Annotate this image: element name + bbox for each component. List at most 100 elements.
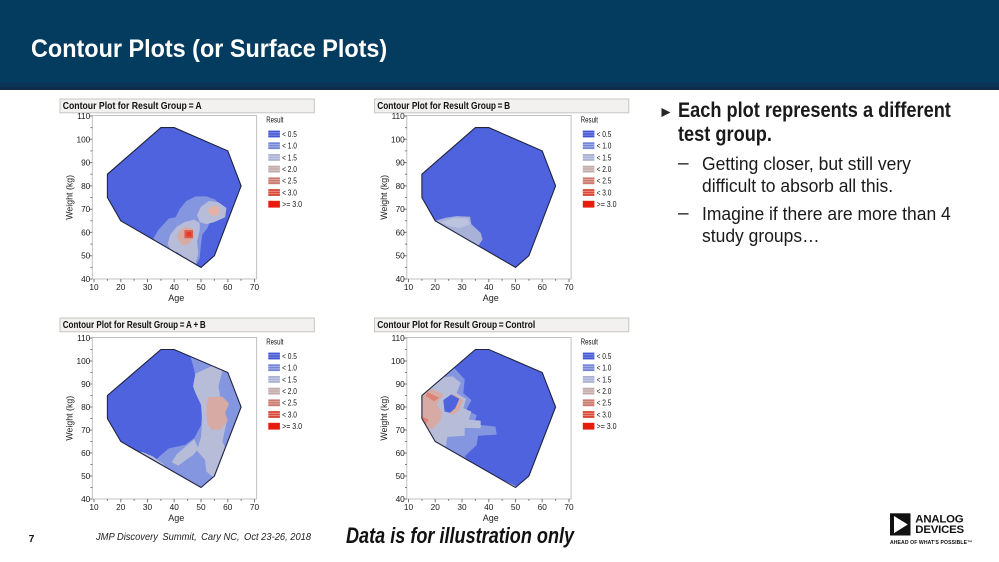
svg-text:Weight (kg): Weight (kg) (64, 396, 74, 441)
svg-text:Age: Age (168, 293, 184, 303)
svg-text:< 1.5: < 1.5 (282, 375, 297, 384)
svg-text:60: 60 (538, 282, 548, 292)
svg-text:>= 3.0: >= 3.0 (282, 422, 303, 431)
svg-text:Weight (kg): Weight (kg) (379, 396, 389, 441)
svg-text:80: 80 (396, 181, 406, 191)
svg-text:AHEAD OF WHAT'S POSSIBLE™: AHEAD OF WHAT'S POSSIBLE™ (890, 540, 972, 546)
svg-text:90: 90 (396, 158, 406, 168)
svg-text:>= 3.0: >= 3.0 (597, 200, 618, 209)
svg-text:< 1.0: < 1.0 (597, 364, 612, 373)
svg-text:80: 80 (396, 402, 406, 412)
svg-text:10: 10 (404, 282, 414, 292)
svg-text:60: 60 (396, 227, 406, 237)
svg-text:50: 50 (511, 502, 521, 512)
svg-text:Contour Plot for Result Group: Contour Plot for Result Group = A (63, 101, 202, 112)
svg-text:100: 100 (76, 356, 90, 366)
svg-text:Contour Plot for Result Group: Contour Plot for Result Group = Control (377, 320, 535, 331)
svg-text:60: 60 (538, 502, 548, 512)
svg-text:20: 20 (116, 282, 126, 292)
svg-text:50: 50 (396, 251, 406, 261)
svg-text:110: 110 (392, 111, 406, 121)
svg-text:40: 40 (396, 274, 406, 284)
svg-text:< 2.5: < 2.5 (282, 177, 297, 186)
svg-text:70: 70 (250, 282, 260, 292)
svg-text:< 2.0: < 2.0 (282, 387, 297, 396)
svg-text:< 0.5: < 0.5 (597, 352, 612, 361)
svg-text:70: 70 (250, 502, 260, 512)
svg-text:Age: Age (483, 513, 499, 523)
svg-text:< 1.5: < 1.5 (597, 153, 612, 162)
svg-text:< 3.0: < 3.0 (282, 410, 297, 419)
svg-text:>= 3.0: >= 3.0 (282, 200, 303, 209)
svg-text:10: 10 (89, 502, 99, 512)
svg-text:< 2.5: < 2.5 (597, 399, 612, 408)
svg-text:< 0.5: < 0.5 (597, 130, 612, 139)
svg-text:110: 110 (392, 333, 406, 343)
svg-text:< 2.5: < 2.5 (282, 399, 297, 408)
svg-text:40: 40 (81, 274, 91, 284)
svg-text:< 2.0: < 2.0 (597, 165, 612, 174)
svg-text:Result: Result (581, 116, 599, 125)
svg-text:Result: Result (266, 338, 284, 347)
svg-text:20: 20 (431, 282, 441, 292)
svg-text:>= 3.0: >= 3.0 (597, 422, 618, 431)
svg-text:30: 30 (143, 282, 153, 292)
svg-text:70: 70 (396, 425, 406, 435)
svg-text:< 2.0: < 2.0 (597, 387, 612, 396)
svg-text:110: 110 (77, 333, 91, 343)
svg-text:20: 20 (116, 502, 126, 512)
svg-text:< 3.0: < 3.0 (282, 188, 297, 197)
svg-text:< 3.0: < 3.0 (597, 410, 612, 419)
svg-text:40: 40 (170, 502, 180, 512)
svg-text:Result: Result (581, 338, 599, 347)
svg-text:< 0.5: < 0.5 (282, 130, 297, 139)
svg-text:40: 40 (396, 494, 406, 504)
svg-text:Result: Result (266, 116, 284, 125)
svg-text:Weight (kg): Weight (kg) (64, 175, 74, 220)
svg-text:40: 40 (484, 282, 494, 292)
svg-text:DEVICES: DEVICES (915, 524, 964, 536)
svg-text:70: 70 (81, 425, 91, 435)
svg-text:70: 70 (396, 204, 406, 214)
svg-text:60: 60 (81, 448, 91, 458)
svg-text:30: 30 (457, 502, 467, 512)
svg-text:90: 90 (81, 379, 91, 389)
svg-text:30: 30 (457, 282, 467, 292)
svg-text:Weight (kg): Weight (kg) (379, 175, 389, 220)
svg-text:50: 50 (81, 251, 91, 261)
svg-text:100: 100 (76, 134, 90, 144)
svg-text:80: 80 (81, 181, 91, 191)
svg-text:40: 40 (484, 502, 494, 512)
svg-text:10: 10 (89, 282, 99, 292)
svg-text:< 1.0: < 1.0 (597, 142, 612, 151)
svg-text:< 2.5: < 2.5 (597, 177, 612, 186)
svg-text:Age: Age (168, 513, 184, 523)
svg-text:90: 90 (396, 379, 406, 389)
svg-text:70: 70 (81, 204, 91, 214)
svg-text:Age: Age (483, 293, 499, 303)
svg-text:< 1.0: < 1.0 (282, 142, 297, 151)
svg-text:50: 50 (196, 282, 206, 292)
svg-text:ANALOG: ANALOG (915, 514, 963, 526)
svg-text:< 1.0: < 1.0 (282, 364, 297, 373)
svg-text:50: 50 (196, 502, 206, 512)
svg-text:70: 70 (564, 502, 574, 512)
svg-text:60: 60 (223, 502, 233, 512)
svg-text:40: 40 (81, 494, 91, 504)
svg-text:50: 50 (511, 282, 521, 292)
svg-text:< 1.5: < 1.5 (597, 375, 612, 384)
svg-text:70: 70 (564, 282, 574, 292)
svg-text:50: 50 (81, 471, 91, 481)
svg-text:30: 30 (143, 502, 153, 512)
svg-text:90: 90 (81, 158, 91, 168)
svg-text:10: 10 (404, 502, 414, 512)
svg-text:60: 60 (223, 282, 233, 292)
svg-text:< 0.5: < 0.5 (282, 352, 297, 361)
svg-text:60: 60 (81, 227, 91, 237)
svg-text:< 3.0: < 3.0 (597, 188, 612, 197)
svg-text:20: 20 (431, 502, 441, 512)
svg-text:Contour Plot for Result Group: Contour Plot for Result Group = B (377, 101, 510, 112)
svg-text:80: 80 (81, 402, 91, 412)
svg-text:110: 110 (77, 111, 91, 121)
svg-text:< 1.5: < 1.5 (282, 153, 297, 162)
